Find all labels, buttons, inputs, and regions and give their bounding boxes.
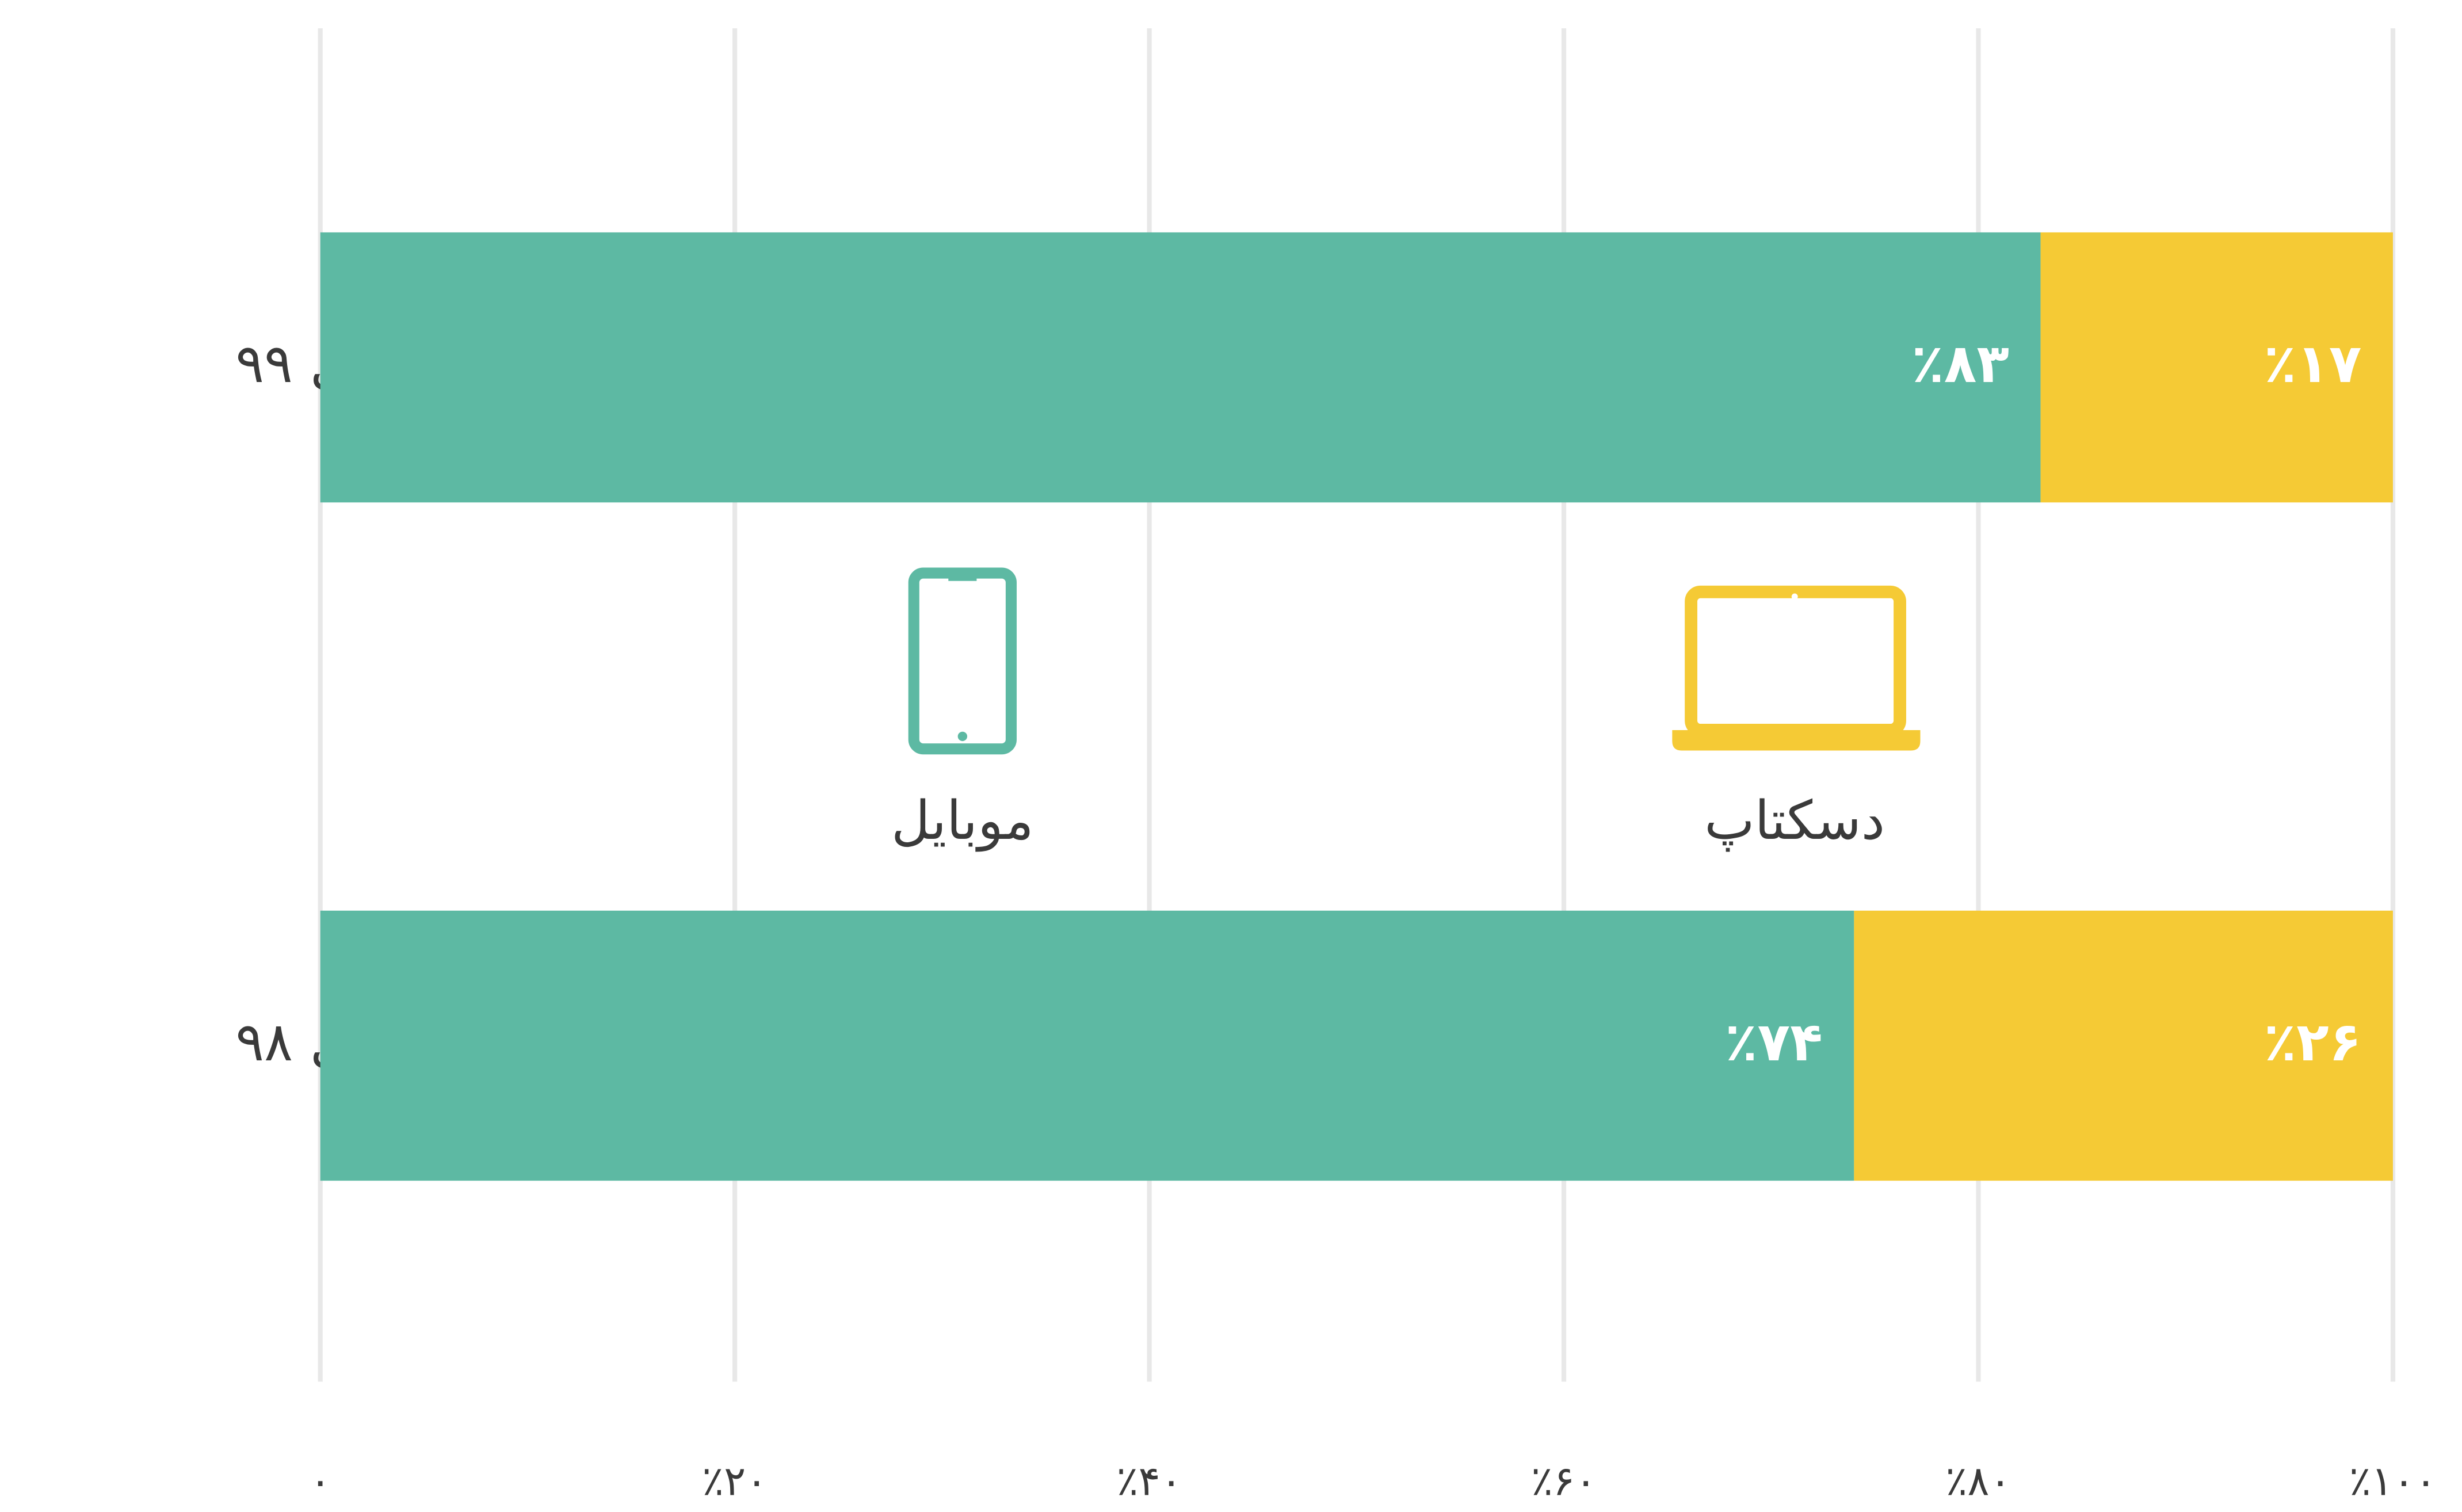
value-label: ٪۷۴ bbox=[1725, 1011, 1823, 1073]
desktop-icon bbox=[1672, 585, 1921, 751]
legend-label: دسکتاپ bbox=[1704, 789, 1885, 852]
value-label: ٪۲۶ bbox=[2263, 1011, 2361, 1073]
x-tick-label: ٪۲۰ bbox=[702, 1457, 768, 1505]
x-tick-label: ٪۸۰ bbox=[1945, 1457, 2011, 1505]
mobile-icon bbox=[908, 567, 1017, 755]
x-tick-label: ٪۱۰۰ bbox=[2349, 1457, 2437, 1505]
x-tick-label: ۰ bbox=[310, 1457, 331, 1505]
bar-segment bbox=[320, 232, 2041, 503]
bar-segment bbox=[2040, 232, 2393, 503]
value-label: ٪۱۷ bbox=[2263, 333, 2361, 395]
bar-segment bbox=[320, 910, 1854, 1181]
bar-segment bbox=[1854, 910, 2393, 1181]
value-label: ٪۸۳ bbox=[1911, 333, 2009, 395]
legend-label: موبایل bbox=[891, 789, 1034, 852]
x-tick-label: ٪۶۰ bbox=[1531, 1457, 1597, 1505]
x-tick-label: ٪۴۰ bbox=[1116, 1457, 1182, 1505]
